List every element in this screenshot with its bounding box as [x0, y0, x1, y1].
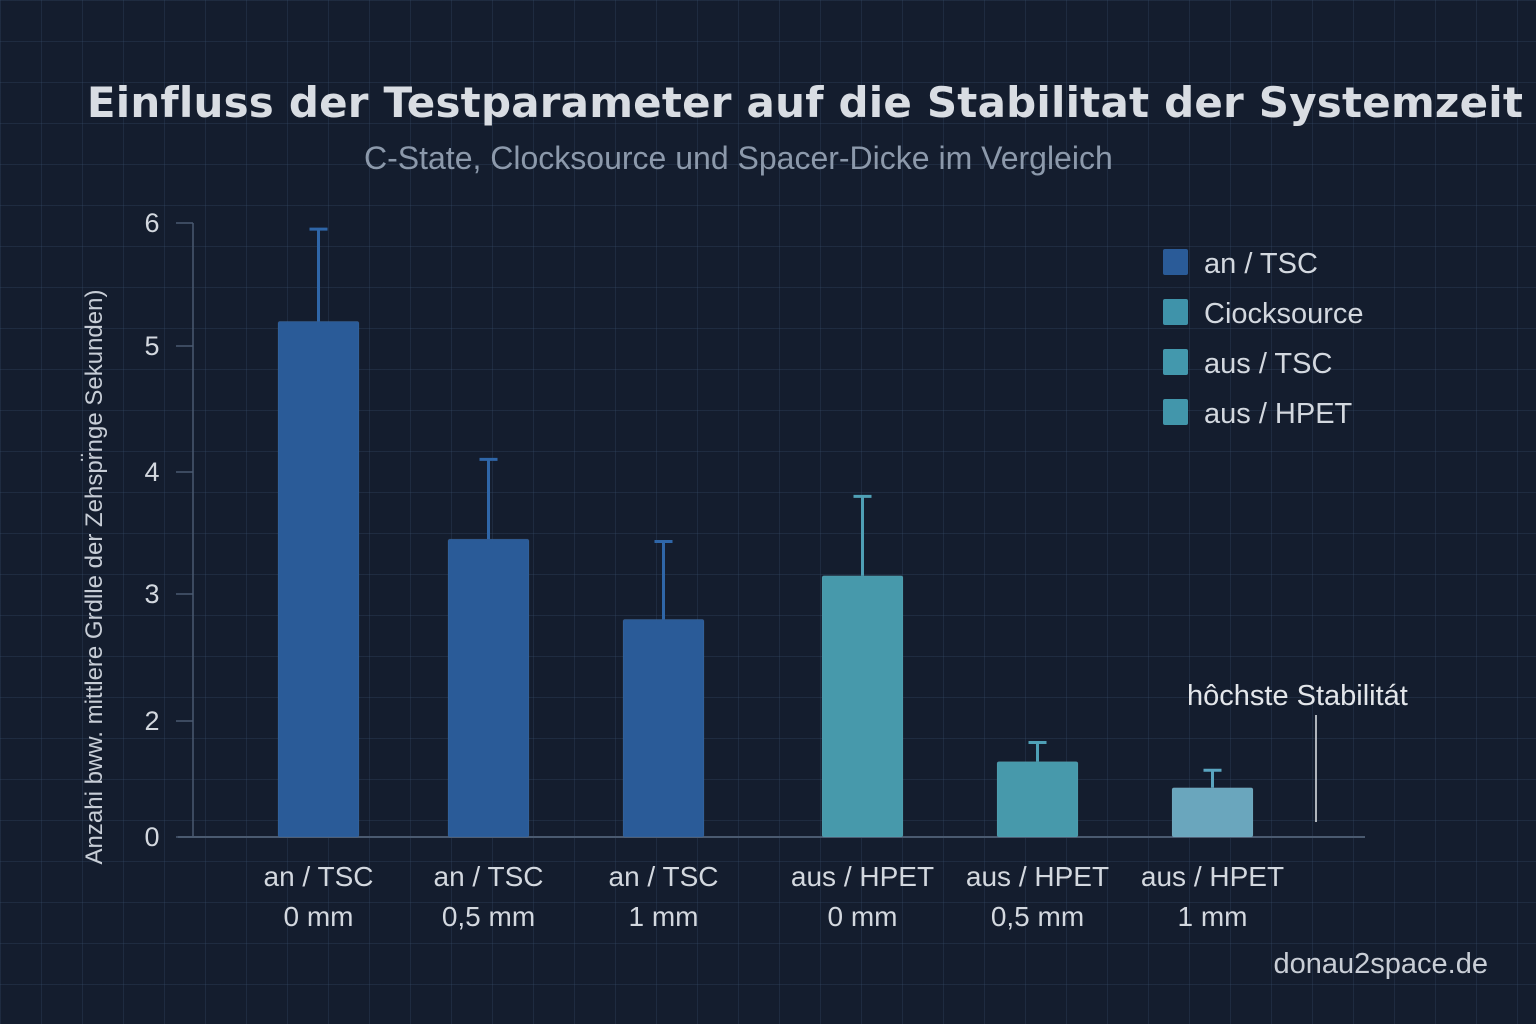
x-tick-label: an / TSC	[434, 861, 544, 892]
legend-swatch	[1163, 399, 1188, 425]
legend-label: aus / HPET	[1204, 398, 1353, 430]
bar	[277, 320, 360, 838]
y-tick-label: 5	[144, 331, 159, 361]
error-bars	[309, 227, 1222, 788]
y-tick-label: 0	[144, 822, 159, 852]
bar	[1171, 787, 1254, 838]
bar	[622, 618, 705, 838]
x-tick-label: 1 mm	[1178, 901, 1248, 932]
y-tick-label: 4	[144, 457, 159, 487]
x-tick-label: aus / HPET	[1141, 861, 1284, 892]
legend-label: Ciocksource	[1204, 298, 1364, 330]
x-tick-label: an / TSC	[264, 861, 374, 892]
y-tick-label: 6	[144, 208, 159, 238]
watermark: donau2space.de	[1273, 948, 1488, 980]
x-tick-labels: an / TSC 0 mm an / TSC 0,5 mm an / TSC 1 mm au…	[264, 861, 1285, 932]
x-tick-label: 0,5 mm	[442, 901, 535, 932]
axes	[178, 223, 1365, 838]
x-tick-label: 0,5 mm	[991, 901, 1084, 932]
legend-swatch	[1163, 249, 1188, 275]
x-tick-label: 0 mm	[284, 901, 354, 932]
x-tick-label: 0 mm	[828, 901, 898, 932]
bar	[996, 761, 1079, 838]
x-tick-label: aus / HPET	[791, 861, 934, 892]
legend-swatch	[1163, 349, 1188, 375]
legend-swatch	[1163, 299, 1188, 325]
legend-label: aus / TSC	[1204, 348, 1332, 380]
legend: an / TSC Ciocksource aus / TSC aus / HPET	[1163, 248, 1364, 430]
bar	[447, 538, 530, 838]
bar	[821, 575, 904, 838]
annotation-text: hôchste Stabilitát	[1187, 680, 1408, 712]
y-tick-label: 2	[144, 706, 159, 736]
x-tick-label: an / TSC	[609, 861, 719, 892]
bars	[277, 320, 1254, 838]
x-tick-label: 1 mm	[629, 901, 699, 932]
y-ticks: 0 2 3 4 5 6	[144, 208, 193, 852]
chart-subtitle: C-State, Clocksource und Spacer-Dicke im…	[364, 140, 1113, 176]
legend-label: an / TSC	[1204, 248, 1318, 280]
y-tick-label: 3	[144, 579, 159, 609]
annotation: hôchste Stabilitát	[1187, 680, 1408, 822]
x-tick-label: aus / HPET	[966, 861, 1109, 892]
chart-title: Einfluss der Testparameter auf die Stabi…	[86, 78, 1524, 127]
